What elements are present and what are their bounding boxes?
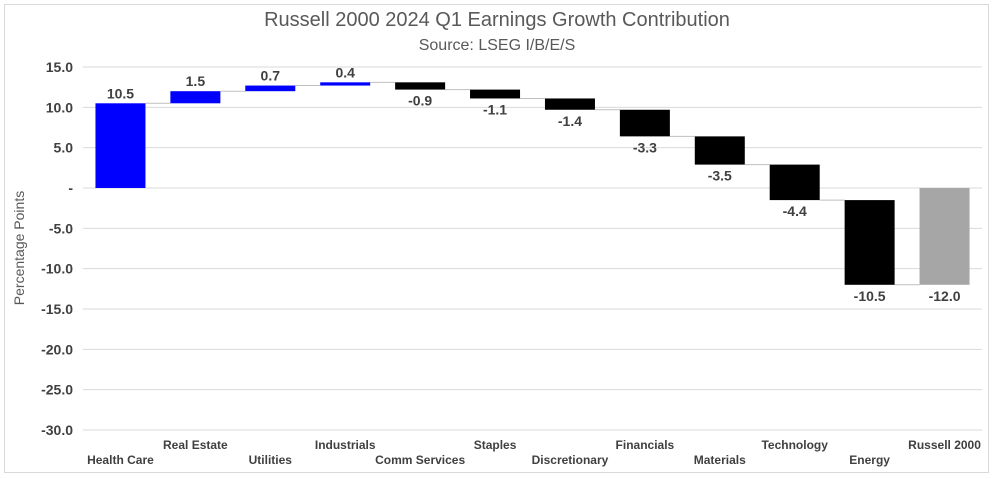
data-label: -0.9 bbox=[408, 93, 432, 109]
bar bbox=[544, 98, 595, 110]
y-tick-label: 5.0 bbox=[54, 140, 74, 156]
bar bbox=[320, 82, 371, 86]
y-tick-label: 15.0 bbox=[46, 59, 73, 75]
data-label: 0.7 bbox=[261, 68, 281, 84]
bar bbox=[919, 188, 970, 285]
chart-frame bbox=[4, 4, 989, 473]
x-tick-label: Russell 2000 bbox=[908, 438, 981, 452]
bar bbox=[170, 91, 221, 104]
data-label: 1.5 bbox=[186, 73, 206, 89]
data-label: -10.5 bbox=[854, 288, 886, 304]
data-label: 10.5 bbox=[107, 85, 134, 101]
x-tick-label: Financials bbox=[616, 438, 675, 452]
bar bbox=[245, 85, 296, 92]
data-label: -4.4 bbox=[783, 203, 807, 219]
x-tick-label: Discretionary bbox=[532, 453, 609, 467]
x-tick-label: Health Care bbox=[87, 453, 154, 467]
y-tick-label: -25.0 bbox=[41, 382, 73, 398]
bar bbox=[95, 103, 146, 188]
chart-title: Russell 2000 2024 Q1 Earnings Growth Con… bbox=[264, 9, 730, 31]
x-tick-label: Staples bbox=[474, 438, 517, 452]
data-label: -3.3 bbox=[633, 139, 657, 155]
bar bbox=[619, 109, 670, 137]
y-tick-label: -5.0 bbox=[49, 220, 73, 236]
y-tick-label: -10.0 bbox=[41, 261, 73, 277]
x-tick-label: Materials bbox=[694, 453, 746, 467]
x-tick-label: Comm Services bbox=[375, 453, 465, 467]
data-label: -1.4 bbox=[558, 113, 582, 129]
bar bbox=[844, 200, 895, 285]
y-tick-label: -15.0 bbox=[41, 301, 73, 317]
x-tick-label: Utilities bbox=[249, 453, 293, 467]
x-tick-label: Real Estate bbox=[163, 438, 228, 452]
data-label: -1.1 bbox=[483, 101, 507, 117]
y-tick-label: -30.0 bbox=[41, 422, 73, 438]
y-tick-label: 10.0 bbox=[46, 99, 73, 115]
x-tick-label: Energy bbox=[849, 453, 890, 467]
x-tick-label: Technology bbox=[761, 438, 828, 452]
bar bbox=[470, 89, 521, 99]
data-label: 0.4 bbox=[335, 64, 355, 80]
y-axis-label: Percentage Points bbox=[11, 191, 27, 305]
bar bbox=[694, 136, 745, 165]
data-label: -12.0 bbox=[929, 288, 961, 304]
bar bbox=[395, 82, 446, 90]
data-label: -3.5 bbox=[708, 168, 732, 184]
y-tick-label: - bbox=[68, 180, 73, 196]
y-tick-label: -20.0 bbox=[41, 341, 73, 357]
bar bbox=[769, 164, 820, 201]
x-tick-label: Industrials bbox=[315, 438, 376, 452]
chart-subtitle: Source: LSEG I/B/E/S bbox=[419, 37, 576, 54]
